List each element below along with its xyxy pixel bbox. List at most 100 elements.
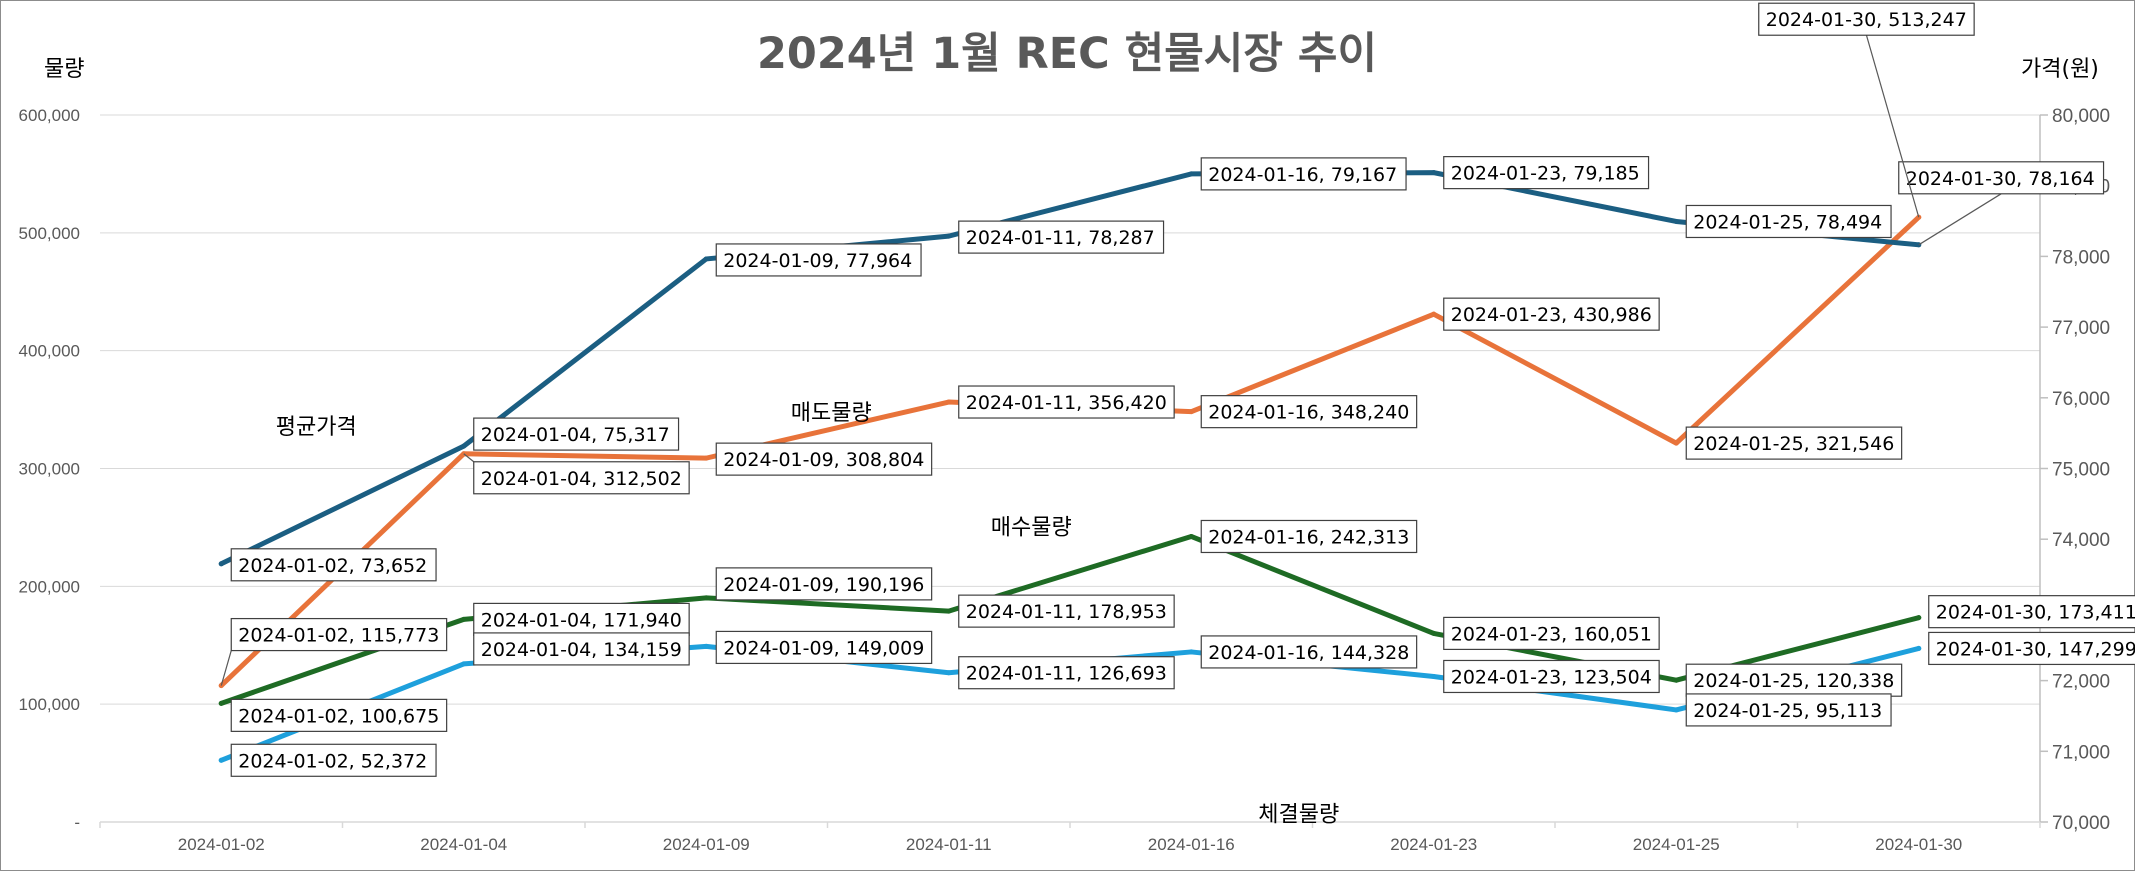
data-label: 2024-01-11, 356,420: [966, 392, 1167, 414]
y-left-tick-label: 100,000: [19, 695, 80, 714]
data-point: [703, 455, 709, 461]
data-label-box: [1928, 595, 2135, 629]
y-right-tick-label: 76,000: [2052, 389, 2110, 410]
data-label-box: [1685, 693, 1892, 727]
data-label-box: [1200, 395, 1418, 429]
data-point: [461, 661, 467, 667]
series-line-1: [218, 170, 1922, 567]
data-label: 2024-01-25, 120,338: [1693, 670, 1894, 692]
data-label: 2024-01-04, 134,159: [481, 639, 682, 661]
y-right-tick-label: 75,000: [2052, 460, 2110, 481]
data-label: 2024-01-02, 115,773: [238, 625, 439, 647]
data-label-box: [1928, 631, 2135, 666]
data-point: [946, 233, 952, 239]
series-name-label: 체결물량: [1258, 802, 1339, 827]
data-label: 2024-01-16, 242,313: [1208, 526, 1409, 548]
data-label: 2024-01-09, 190,196: [723, 574, 924, 596]
data-point: [1673, 707, 1679, 713]
data-label: 2024-01-30, 173,411: [1936, 602, 2135, 624]
x-tick-label: 2024-01-09: [663, 835, 750, 854]
data-label-box: [473, 632, 690, 666]
data-label: 2024-01-02, 73,652: [238, 555, 427, 577]
data-label-box: [1443, 659, 1660, 694]
data-label: 2024-01-23, 123,504: [1451, 666, 1652, 688]
y-right-tick-label: 77,000: [2052, 318, 2110, 339]
chart-title: 2024년 1월 REC 현물시장 추이: [757, 29, 1377, 79]
data-label-box: [1685, 663, 1903, 697]
x-tick-label: 2024-01-16: [1148, 835, 1235, 854]
data-label: 2024-01-04, 171,940: [481, 609, 682, 631]
data-label-box: [230, 743, 437, 777]
data-point: [1431, 673, 1437, 679]
data-label-box: [958, 656, 1175, 690]
x-tick-label: 2024-01-04: [420, 835, 507, 854]
data-point: [946, 399, 952, 405]
y-left-tick-label: 600,000: [19, 106, 80, 125]
series-name-label: 매도물량: [791, 401, 872, 426]
data-label-box: [715, 243, 922, 277]
data-label-box: [958, 220, 1165, 254]
data-label-leader: [1865, 35, 1920, 218]
data-label: 2024-01-25, 95,113: [1693, 700, 1882, 722]
data-label: 2024-01-16, 144,328: [1208, 642, 1409, 664]
data-point: [1916, 645, 1922, 651]
data-label: 2024-01-25, 78,494: [1693, 211, 1882, 233]
data-point: [946, 608, 952, 614]
data-label: 2024-01-11, 78,287: [966, 227, 1155, 249]
data-label: 2024-01-02, 100,675: [238, 705, 439, 727]
data-label-box: [1898, 161, 2105, 195]
data-label: 2024-01-16, 348,240: [1208, 402, 1409, 424]
data-label-box: [958, 594, 1175, 628]
data-label: 2024-01-30, 78,164: [1906, 168, 2095, 190]
data-point: [946, 670, 952, 676]
data-point: [1673, 440, 1679, 446]
data-label-box: [1200, 635, 1418, 669]
data-point: [218, 700, 224, 706]
data-point: [1188, 171, 1194, 177]
y-left-tick-label: 200,000: [19, 577, 80, 596]
data-label-box: [230, 698, 448, 732]
data-point: [1673, 677, 1679, 683]
data-label-box: [230, 617, 448, 652]
data-label-box: [958, 385, 1175, 419]
x-tick-label: 2024-01-30: [1875, 835, 1962, 854]
data-point: [703, 595, 709, 601]
x-tick-label: 2024-01-11: [906, 835, 992, 854]
data-label: 2024-01-25, 321,546: [1693, 433, 1894, 455]
data-label-box: [1200, 519, 1418, 554]
data-label: 2024-01-02, 52,372: [238, 750, 427, 772]
series-name-label: 매수물량: [991, 515, 1072, 540]
data-label: 2024-01-23, 79,185: [1451, 163, 1640, 185]
data-label-box: [1443, 156, 1650, 190]
y-left-axis-title: 물량: [44, 57, 84, 82]
data-label-box: [715, 630, 933, 665]
data-point: [461, 443, 467, 449]
y-left-tick-label: -: [74, 813, 80, 832]
data-label-box: [715, 567, 933, 601]
y-right-axis-title: 가격(원): [2021, 57, 2099, 82]
data-label-box: [1685, 204, 1892, 239]
data-point: [1916, 615, 1922, 621]
data-point: [1431, 630, 1437, 636]
data-label-box: [1443, 616, 1660, 651]
data-label-box: [473, 461, 690, 495]
data-label-box: [1758, 2, 1975, 36]
data-labels: 2024-01-02, 73,652 2024-01-04, 75,317 2024…: [220, 2, 2135, 777]
data-label: 2024-01-11, 126,693: [966, 663, 1167, 685]
data-label: 2024-01-23, 160,051: [1451, 623, 1652, 645]
y-left-tick-label: 400,000: [19, 342, 80, 361]
y-right-tick-label: 74,000: [2052, 530, 2110, 551]
data-label: 2024-01-16, 79,167: [1208, 164, 1397, 186]
data-label-box: [1443, 297, 1660, 331]
data-point: [218, 757, 224, 763]
data-label: 2024-01-11, 178,953: [966, 601, 1167, 623]
x-tick-label: 2024-01-25: [1633, 835, 1720, 854]
data-point: [1431, 170, 1437, 176]
data-label: 2024-01-23, 430,986: [1451, 304, 1652, 326]
data-point: [218, 561, 224, 567]
data-label-leader: [220, 650, 232, 686]
data-label: 2024-01-09, 149,009: [723, 637, 924, 659]
data-point: [1673, 218, 1679, 224]
data-label: 2024-01-09, 308,804: [723, 449, 924, 471]
